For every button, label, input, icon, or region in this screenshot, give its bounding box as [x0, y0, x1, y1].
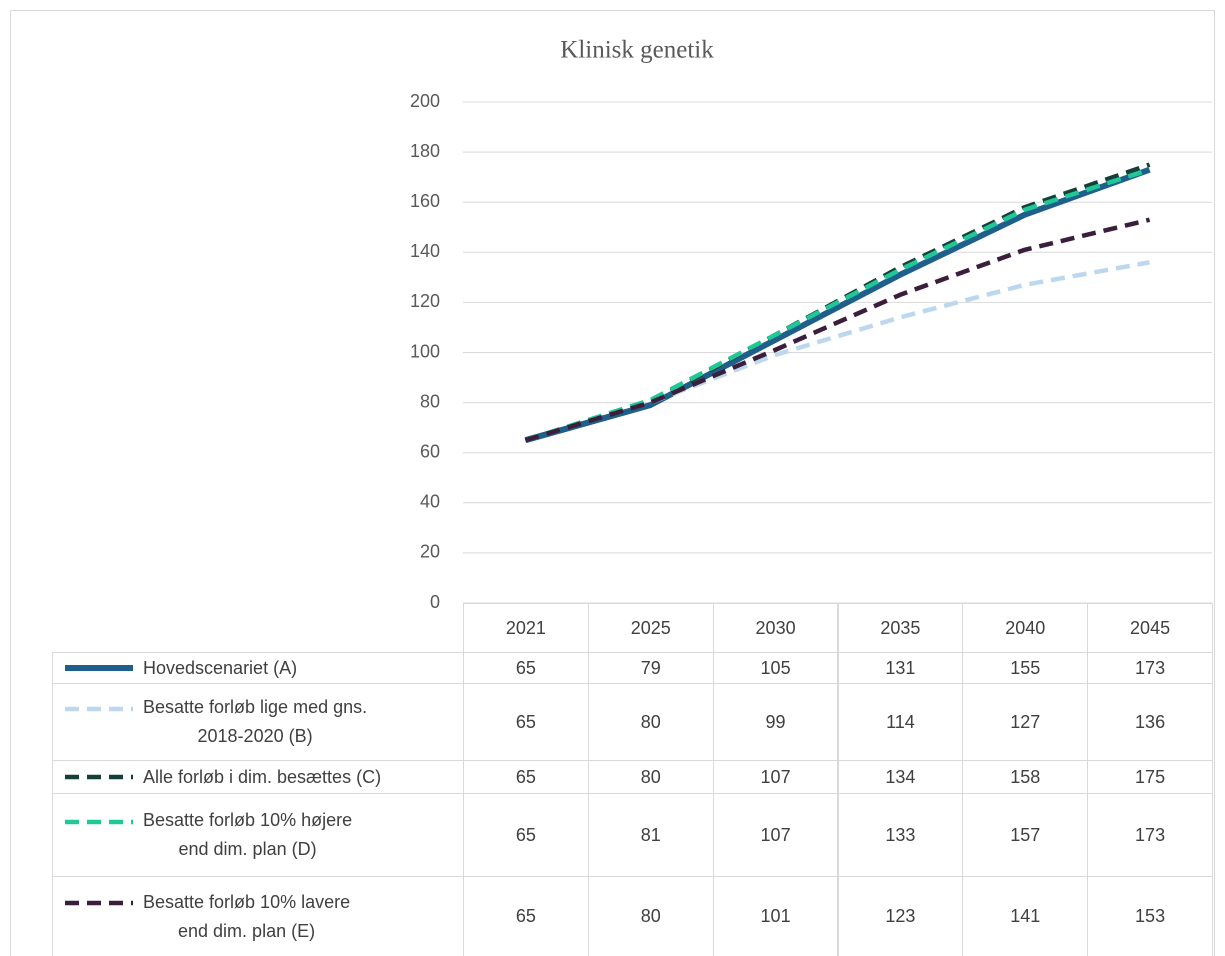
x-tick-label: 2040 — [962, 603, 1089, 653]
x-tick-label: 2025 — [587, 603, 714, 653]
y-tick-label: 60 — [420, 441, 440, 461]
table-value: 81 — [587, 793, 714, 877]
table-value: 99 — [712, 683, 839, 761]
series-line — [524, 217, 1151, 443]
legend-entry: Besatte forløb 10% højere end dim. plan … — [52, 793, 464, 877]
x-tick-label: 2030 — [712, 603, 839, 653]
legend-swatch — [65, 665, 133, 671]
table-value: 80 — [587, 760, 714, 794]
y-tick-label: 0 — [430, 592, 440, 612]
legend-label: Besatte forløb lige med gns. 2018-2020 (… — [143, 697, 368, 746]
legend-label: Besatte forløb 10% lavere end dim. plan … — [143, 891, 351, 941]
x-tick-label: 2035 — [837, 603, 964, 653]
y-tick-label: 100 — [410, 341, 440, 361]
table-value: 134 — [837, 760, 964, 794]
legend-swatch — [65, 774, 133, 780]
table-value: 65 — [463, 683, 589, 761]
table-value: 65 — [463, 876, 589, 956]
table-value: 79 — [587, 652, 714, 684]
table-value: 173 — [1087, 793, 1213, 877]
legend-swatch — [65, 900, 133, 906]
legend-entry: Alle forløb i dim. besættes (C) — [52, 760, 464, 794]
y-tick-label: 140 — [410, 241, 440, 261]
table-value: 153 — [1087, 876, 1213, 956]
table-value: 133 — [837, 793, 964, 877]
table-value: 114 — [837, 683, 964, 761]
legend-entry: Besatte forløb 10% lavere end dim. plan … — [52, 876, 464, 956]
y-tick-label: 180 — [410, 141, 440, 161]
table-value: 175 — [1087, 760, 1213, 794]
y-tick-label: 20 — [420, 542, 440, 562]
chart-title: Klinisk genetik — [560, 37, 714, 64]
y-tick-label: 80 — [420, 391, 440, 411]
table-value: 65 — [463, 760, 589, 794]
table-value: 157 — [962, 793, 1089, 877]
y-tick-label: 160 — [410, 191, 440, 211]
y-tick-label: 40 — [420, 492, 440, 512]
table-value: 65 — [463, 652, 589, 684]
table-value: 80 — [587, 876, 714, 956]
series-line — [524, 166, 1151, 444]
table-value: 141 — [962, 876, 1089, 956]
table-value: 65 — [463, 793, 589, 877]
legend-entry: Besatte forløb lige med gns. 2018-2020 (… — [52, 683, 464, 761]
table-value: 107 — [712, 793, 839, 877]
y-tick-label: 120 — [410, 291, 440, 311]
table-value: 158 — [962, 760, 1089, 794]
table-value: 155 — [962, 652, 1089, 684]
legend-label: Besatte forløb 10% højere end dim. plan … — [143, 810, 353, 859]
table-value: 107 — [712, 760, 839, 794]
table-value: 173 — [1087, 652, 1213, 684]
table-value: 101 — [712, 876, 839, 956]
legend-swatch — [65, 706, 133, 712]
table-value: 127 — [962, 683, 1089, 761]
table-value: 80 — [587, 683, 714, 761]
legend-swatch — [65, 819, 133, 825]
x-tick-label: 2045 — [1087, 603, 1213, 653]
x-tick-label: 2021 — [463, 603, 589, 653]
legend-label: Hovedscenariet (A) — [143, 657, 298, 678]
legend-entry: Hovedscenariet (A) — [52, 652, 464, 684]
y-tick-label: 200 — [410, 91, 440, 111]
legend-label: Alle forløb i dim. besættes (C) — [143, 766, 382, 787]
series-line — [524, 167, 1151, 443]
table-value: 136 — [1087, 683, 1213, 761]
chart-frame — [10, 10, 1215, 956]
table-value: 123 — [837, 876, 964, 956]
table-value: 131 — [837, 652, 964, 684]
table-value: 105 — [712, 652, 839, 684]
